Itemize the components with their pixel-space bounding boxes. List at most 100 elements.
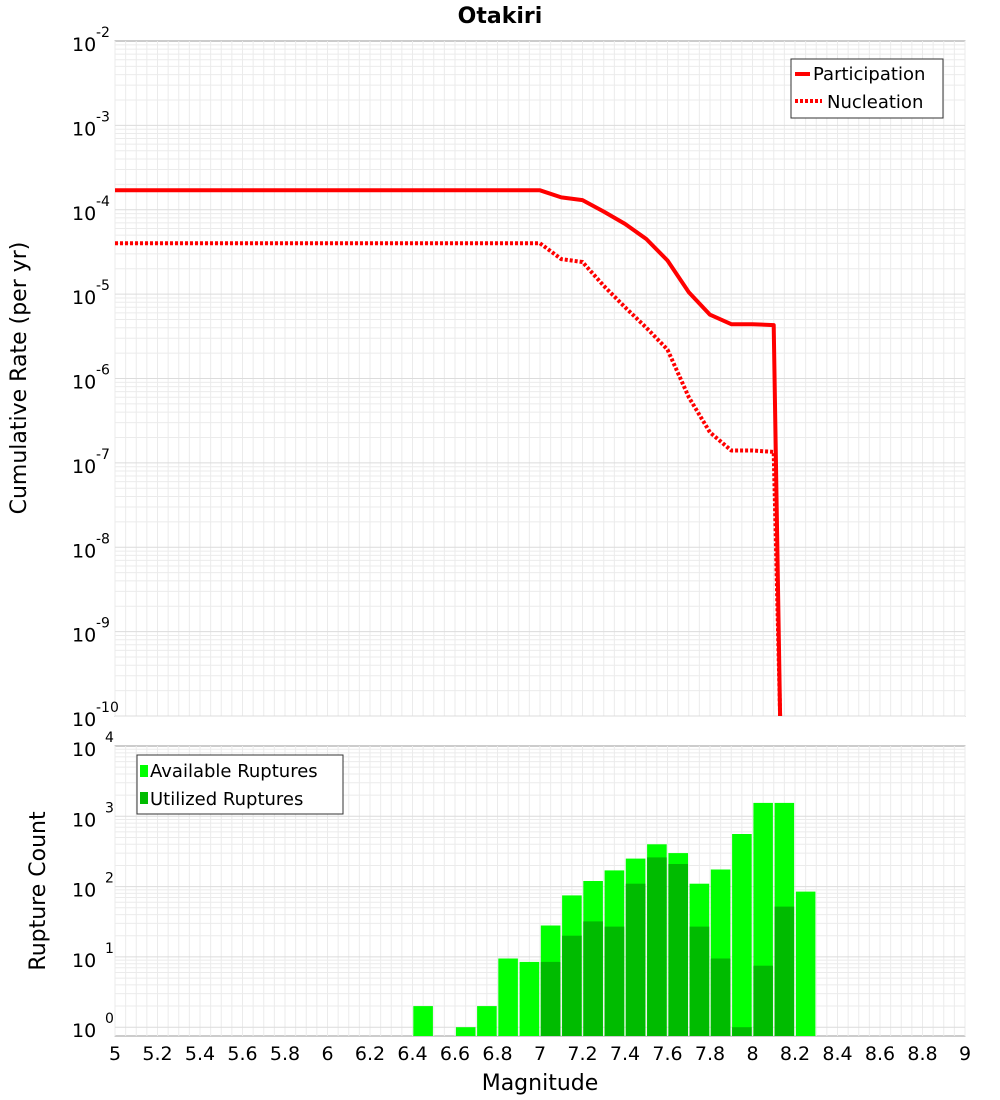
utilized-bar — [774, 906, 795, 1036]
x-tick-label: 8.2 — [780, 1043, 810, 1065]
utilized-bar — [625, 883, 646, 1036]
bottom-y-tick-exp: 2 — [105, 871, 114, 887]
available-bar — [519, 961, 540, 1036]
x-tick-label: 6 — [321, 1043, 333, 1065]
available-bar — [455, 1027, 476, 1036]
available-bar — [477, 1006, 497, 1036]
bottom-y-axis-label: Rupture Count — [26, 811, 51, 971]
x-tick-label: 5.4 — [185, 1043, 215, 1065]
top-y-tick-base: 10 — [72, 203, 96, 225]
top-y-tick-base: 10 — [72, 540, 96, 562]
utilized-bar — [604, 926, 625, 1036]
top-y-tick-label: 10-8 — [72, 531, 110, 562]
top-y-tick-label: 10-7 — [72, 447, 110, 478]
bottom-legend-box — [136, 754, 344, 815]
available-bar — [413, 1006, 433, 1036]
bottom-y-tick-label: 10 0 — [72, 1011, 114, 1042]
bottom-y-tick-base: 10 — [72, 739, 96, 761]
bottom-y-tick-base: 10 — [72, 809, 96, 831]
top-y-axis-label: Cumulative Rate (per yr) — [7, 242, 32, 515]
x-tick-label: 7.2 — [567, 1043, 597, 1065]
x-tick-label: 7.4 — [610, 1043, 640, 1065]
bottom-y-tick-base: 10 — [72, 1020, 96, 1042]
legend-utilized-swatch — [140, 792, 148, 804]
top-series-layer — [115, 188, 783, 717]
top-legend-box — [790, 58, 944, 119]
utilized-bar — [540, 961, 561, 1036]
available-bar — [795, 891, 816, 1036]
utilized-bar — [647, 857, 667, 1036]
top-y-tick-label: 10-3 — [72, 109, 110, 140]
bottom-y-tick-exp: 3 — [105, 800, 114, 816]
top-y-tick-exp: -10 — [96, 700, 119, 716]
x-tick-label: 5.8 — [270, 1043, 300, 1065]
bottom-y-tick-label: 10 1 — [72, 941, 114, 972]
top-y-tick-exp: -4 — [96, 194, 110, 210]
top-y-tick-exp: -8 — [96, 531, 110, 547]
x-tick-label: 6.8 — [482, 1043, 512, 1065]
utilized-bar — [732, 1027, 752, 1036]
x-tick-label: 7 — [534, 1043, 546, 1065]
bottom-y-ticks: 10 4 10 3 10 2 10 1 10 0 — [72, 730, 114, 1042]
top-y-tick-exp: -6 — [96, 363, 110, 379]
x-tick-label: 5.6 — [227, 1043, 257, 1065]
top-y-tick-label: 10-6 — [72, 363, 110, 394]
utilized-bar — [583, 921, 603, 1036]
bottom-x-ticks: 5 5.2 5.4 5.6 5.8 6 6.2 6.4 6.6 6.8 7 7.2 7.4 7.6 7.8 8… — [109, 1043, 971, 1065]
top-y-tick-label: 10-9 — [72, 616, 110, 647]
top-y-tick-base: 10 — [72, 625, 96, 647]
legend-nucleation-label: Nucleation — [827, 92, 923, 113]
legend-available-swatch — [140, 765, 148, 777]
legend-participation-label: Participation — [813, 64, 925, 85]
bottom-y-tick-label: 10 3 — [72, 800, 114, 831]
x-tick-label: 6.6 — [440, 1043, 470, 1065]
top-plot: 10-210-310-410-510-610-710-810-910-10 Cu… — [7, 25, 966, 731]
bottom-legend: Available Ruptures Utilized Ruptures — [136, 754, 344, 815]
utilized-bar — [753, 965, 773, 1036]
top-y-tick-exp: -9 — [96, 616, 110, 632]
bottom-y-tick-exp: 1 — [105, 941, 114, 957]
chart-title: Otakiri — [458, 4, 543, 29]
top-y-tick-base: 10 — [72, 372, 96, 394]
top-y-ticks: 10-210-310-410-510-610-710-810-910-10 — [72, 25, 119, 731]
top-y-tick-base: 10 — [72, 456, 96, 478]
series-line-participation — [115, 188, 783, 717]
utilized-bar — [710, 958, 731, 1036]
x-tick-label: 6.4 — [397, 1043, 427, 1065]
x-tick-label: 7.8 — [695, 1043, 725, 1065]
legend-available-label: Available Ruptures — [150, 761, 318, 782]
top-y-tick-exp: -5 — [96, 278, 110, 294]
bottom-y-tick-base: 10 — [72, 880, 96, 902]
x-tick-label: 5 — [109, 1043, 121, 1065]
top-y-tick-label: 10-5 — [72, 278, 110, 309]
bottom-y-tick-exp: 0 — [105, 1011, 114, 1027]
x-tick-label: 9 — [959, 1043, 971, 1065]
x-tick-label: 8.8 — [907, 1043, 937, 1065]
top-y-tick-label: 10-10 — [72, 700, 119, 731]
top-legend: Participation Nucleation — [790, 58, 944, 119]
bottom-bars-layer — [413, 802, 816, 1036]
x-axis-label: Magnitude — [482, 1071, 599, 1096]
bottom-y-tick-exp: 4 — [105, 730, 114, 746]
x-tick-label: 7.6 — [652, 1043, 682, 1065]
bottom-plot: 10 4 10 3 10 2 10 1 10 0 5 5.2 5.4 5.6 5.8 6 6.2 6.4 6.6 6… — [26, 730, 971, 1096]
x-tick-label: 5.2 — [142, 1043, 172, 1065]
utilized-bar — [689, 926, 710, 1036]
x-tick-label: 8 — [746, 1043, 758, 1065]
top-y-tick-base: 10 — [72, 287, 96, 309]
top-grid — [114, 41, 966, 717]
top-y-tick-exp: -7 — [96, 447, 110, 463]
x-tick-label: 8.4 — [822, 1043, 852, 1065]
utilized-bar — [562, 935, 582, 1036]
top-y-tick-label: 10-4 — [72, 194, 110, 225]
x-tick-label: 8.6 — [865, 1043, 895, 1065]
top-y-tick-exp: -3 — [96, 109, 110, 125]
top-y-tick-exp: -2 — [96, 25, 110, 41]
bottom-y-tick-label: 10 2 — [72, 871, 114, 902]
top-y-tick-base: 10 — [72, 118, 96, 140]
series-line-nucleation — [115, 241, 783, 717]
x-tick-label: 6.2 — [355, 1043, 385, 1065]
available-bar — [498, 958, 518, 1036]
top-y-tick-label: 10-2 — [72, 25, 110, 56]
